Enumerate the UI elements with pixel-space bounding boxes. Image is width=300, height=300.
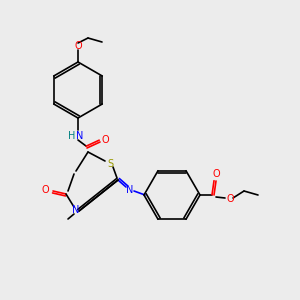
Text: O: O — [41, 185, 49, 195]
Text: N: N — [72, 205, 80, 215]
Text: H: H — [68, 131, 76, 141]
Text: O: O — [74, 41, 82, 51]
Text: O: O — [226, 194, 234, 204]
Text: O: O — [101, 135, 109, 145]
Text: O: O — [212, 169, 220, 179]
Text: N: N — [126, 185, 134, 195]
Text: S: S — [107, 159, 113, 169]
Text: N: N — [76, 131, 84, 141]
